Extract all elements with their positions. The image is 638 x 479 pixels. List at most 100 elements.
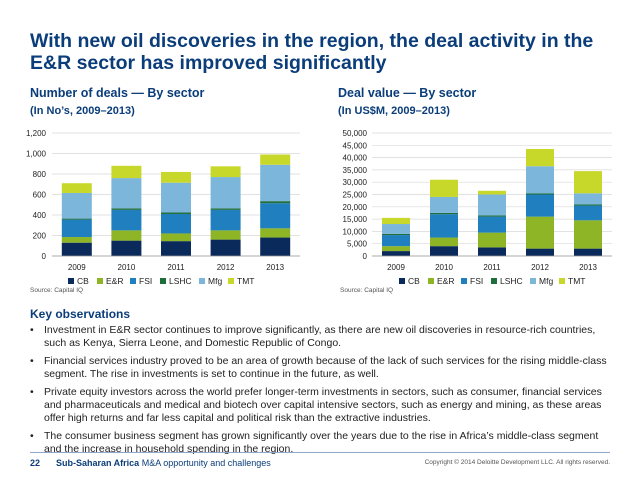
bar-fsi-2011	[161, 213, 191, 234]
page-number: 22	[30, 458, 41, 468]
bar-er-2009	[382, 246, 410, 252]
bar-lshc-2012	[526, 193, 554, 195]
bar-cb-2009	[61, 242, 92, 256]
bar-fsi-2009	[382, 235, 410, 247]
x-tick-label: 2010	[118, 263, 136, 272]
legend-swatch	[97, 278, 103, 284]
bar-er-2012	[526, 216, 554, 249]
legend-swatch	[491, 278, 497, 284]
legend-label: Mfg	[208, 276, 222, 286]
y-tick-label: 10,000	[343, 227, 368, 236]
bar-lshc-2010	[430, 212, 458, 215]
y-tick-label: 35,000	[343, 166, 368, 175]
y-tick-label: 30,000	[343, 178, 368, 187]
y-tick-label: 5,000	[347, 240, 368, 249]
legend-swatch	[228, 278, 234, 284]
legend-swatch	[160, 278, 166, 284]
bar-lshc-2009	[61, 218, 92, 220]
bar-cb-2011	[161, 241, 191, 256]
observations-title: Key observations	[30, 307, 131, 321]
x-tick-label: 2013	[266, 263, 284, 272]
y-tick-label: 40,000	[343, 154, 368, 163]
y-tick-label: 800	[33, 170, 47, 179]
x-tick-label: 2012	[217, 263, 235, 272]
legend-swatch	[399, 278, 405, 284]
x-tick-label: 2012	[531, 263, 549, 272]
bar-er-2009	[61, 237, 92, 243]
bar-cb-2012	[210, 239, 241, 256]
bar-fsi-2010	[111, 209, 142, 231]
bar-tmt-2011	[478, 190, 506, 195]
bar-tmt-2009	[382, 217, 410, 225]
legend-label: FSI	[470, 276, 483, 286]
bar-lshc-2013	[260, 201, 291, 204]
y-tick-label: 1,200	[26, 129, 47, 138]
y-tick-label: 45,000	[343, 141, 368, 150]
bar-mfg-2009	[61, 192, 92, 219]
bar-er-2013	[574, 220, 602, 249]
bar-fsi-2011	[478, 216, 506, 233]
bar-mfg-2009	[382, 224, 410, 234]
bar-lshc-2012	[210, 208, 241, 210]
bar-tmt-2012	[210, 166, 241, 178]
bar-lshc-2010	[111, 208, 142, 210]
legend-label: TMT	[568, 276, 585, 286]
observations-list: Investment in E&R sector continues to im…	[30, 324, 612, 461]
bar-fsi-2013	[574, 205, 602, 221]
y-tick-label: 400	[33, 211, 47, 220]
bar-lshc-2011	[161, 212, 191, 214]
chart-1-source: Source: Capital IQ	[30, 287, 84, 294]
bar-er-2012	[210, 230, 241, 240]
bar-tmt-2013	[260, 154, 291, 165]
bar-fsi-2009	[61, 219, 92, 238]
bar-mfg-2012	[526, 166, 554, 194]
legend-swatch	[68, 278, 74, 284]
slide-title: With new oil discoveries in the region, …	[30, 30, 594, 74]
bar-tmt-2010	[430, 179, 458, 197]
bar-fsi-2012	[210, 209, 241, 231]
bar-mfg-2010	[430, 196, 458, 213]
legend-swatch	[530, 278, 536, 284]
chart-1-title: Number of deals — By sector	[30, 86, 205, 100]
chart-2-subtitle: (In US$M, 2009–2013)	[338, 105, 450, 117]
legend-label: CB	[408, 276, 420, 286]
bar-er-2013	[260, 228, 291, 238]
bar-cb-2010	[430, 246, 458, 256]
bar-cb-2012	[526, 248, 554, 256]
bar-mfg-2013	[574, 193, 602, 205]
y-tick-label: 200	[33, 232, 47, 241]
legend-label: E&R	[437, 276, 454, 286]
y-tick-label: 20,000	[343, 203, 368, 212]
legend-label: LSHC	[500, 276, 523, 286]
bar-tmt-2011	[161, 171, 191, 183]
bar-cb-2011	[478, 247, 506, 256]
chart-2-source: Source: Capital IQ	[340, 287, 394, 294]
x-tick-label: 2013	[579, 263, 597, 272]
legend-label: Mfg	[539, 276, 553, 286]
bar-er-2011	[161, 233, 191, 242]
bar-mfg-2010	[111, 178, 142, 209]
bar-cb-2009	[382, 251, 410, 256]
bar-cb-2013	[260, 237, 291, 256]
bar-tmt-2010	[111, 165, 142, 179]
bar-lshc-2011	[478, 215, 506, 217]
legend-swatch	[130, 278, 136, 284]
chart-1-subtitle: (In No’s, 2009–2013)	[30, 105, 135, 117]
bar-mfg-2013	[260, 164, 291, 202]
y-tick-label: 50,000	[343, 129, 368, 138]
bar-fsi-2012	[526, 194, 554, 217]
y-tick-label: 1,000	[26, 150, 47, 159]
bar-lshc-2009	[382, 233, 410, 236]
legend-label: CB	[77, 276, 89, 286]
bar-cb-2010	[111, 240, 142, 256]
bar-tmt-2013	[574, 171, 602, 194]
y-tick-label: 15,000	[343, 215, 368, 224]
legend-label: FSI	[139, 276, 152, 286]
observation-item: Investment in E&R sector continues to im…	[30, 324, 612, 350]
y-tick-label: 600	[33, 191, 47, 200]
y-tick-label: 0	[42, 252, 47, 261]
legend-label: TMT	[237, 276, 254, 286]
footer-title-bold: Sub-Saharan Africa	[56, 458, 140, 468]
copyright: Copyright © 2014 Deloitte Development LL…	[424, 459, 610, 466]
